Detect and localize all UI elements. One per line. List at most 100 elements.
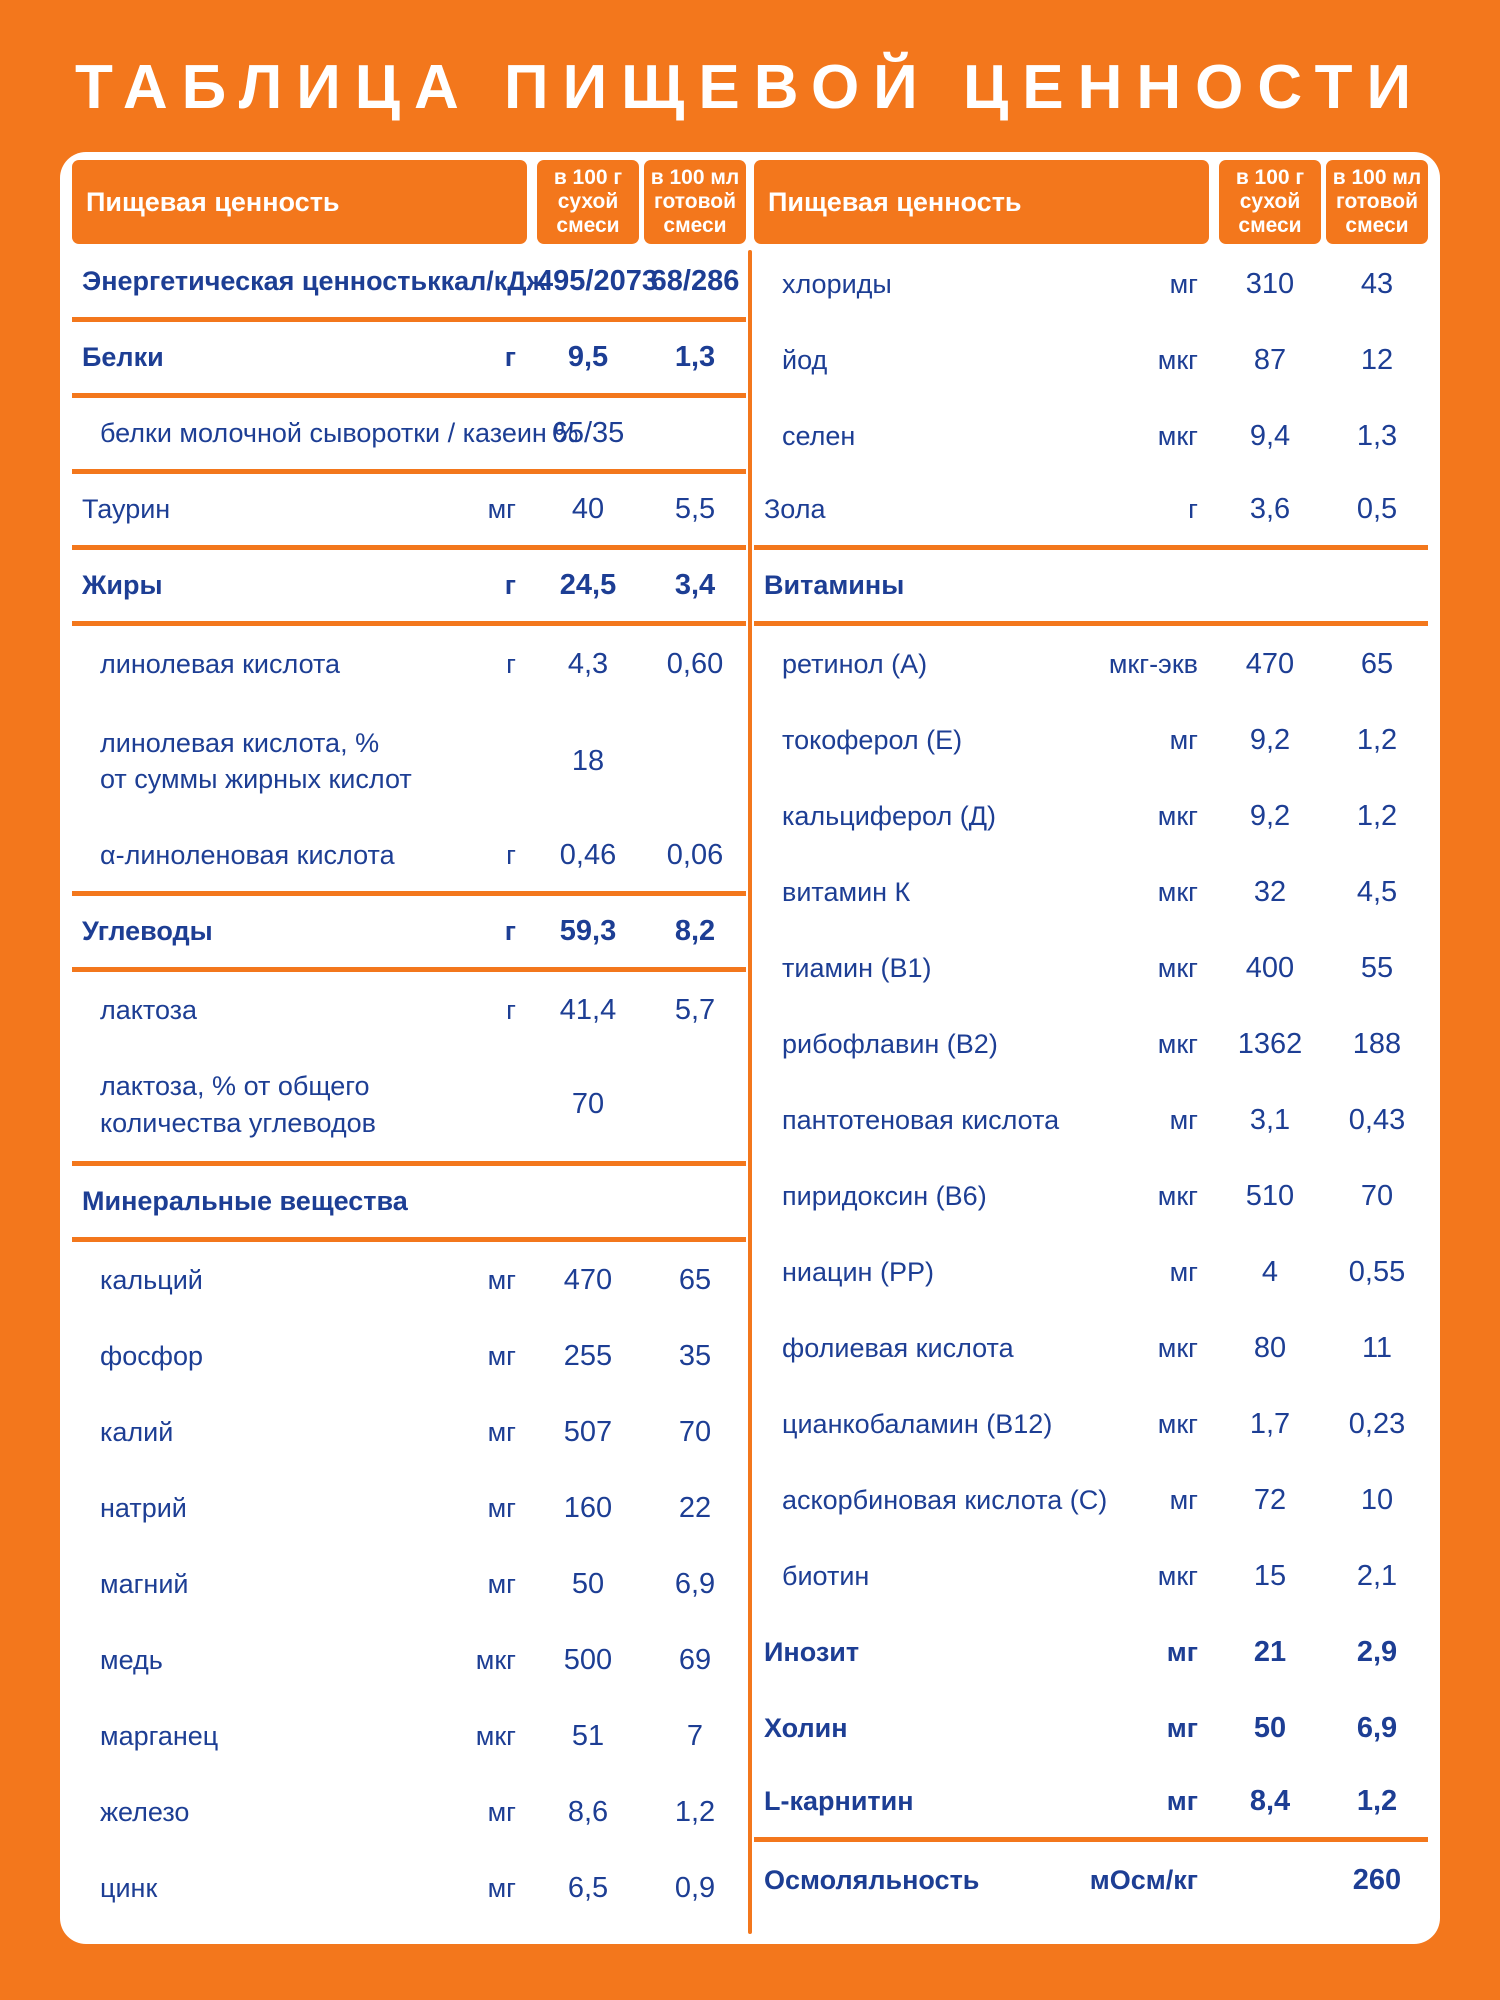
value-per-100g-dry: 4 [1261, 1255, 1279, 1288]
nutrient-unit: г [504, 570, 516, 600]
value-per-100ml-ready: 0,23 [1348, 1407, 1406, 1440]
table-header-right: Пищевая ценность в 100 г сухой смеси в 1… [754, 160, 1428, 244]
row-label-area: Осмоляльность мОсм/кг [754, 1862, 1214, 1898]
table-row: ретинол (А) мкг-экв 470 65 [754, 626, 1428, 702]
value-per-100g-dry: 41,4 [559, 993, 617, 1026]
nutrient-unit: мг [487, 1416, 516, 1447]
value-per-100g-dry: 24,5 [559, 569, 617, 601]
nutrient-unit: мг [487, 494, 516, 524]
row-label-area: α-линоленовая кислота г [72, 837, 532, 873]
value-per-100ml-ready: 7 [686, 1719, 704, 1752]
value-per-100ml-ready: 10 [1360, 1483, 1394, 1516]
nutrient-unit: мкг [475, 1720, 516, 1751]
column-header-per-100g-dry: в 100 г сухой смеси [537, 160, 639, 244]
nutrient-name: рибофлавин (В2) [782, 1028, 998, 1059]
column-header-nutrition: Пищевая ценность [754, 160, 1209, 244]
table-row: линолевая кислота г 4,3 0,60 [72, 626, 746, 702]
nutrient-name: ретинол (А) [782, 648, 928, 679]
value-per-100ml-ready: 188 [1352, 1027, 1402, 1060]
row-label-area: медь мкг [72, 1642, 532, 1678]
nutrient-unit: мг [1169, 1484, 1198, 1515]
nutrient-name: Энергетическая ценность [82, 266, 428, 297]
value-per-100ml-ready: 6,9 [1356, 1711, 1398, 1744]
nutrient-name: Белки [82, 342, 164, 373]
table-row: железо мг 8,6 1,2 [72, 1774, 746, 1850]
table-row: Зола г 3,6 0,5 [754, 474, 1428, 550]
nutrient-name: пиридоксин (В6) [782, 1180, 987, 1211]
value-per-100g-dry: 21 [1253, 1635, 1287, 1668]
row-label-area: железо мг [72, 1794, 532, 1830]
row-label-area: витамин К мкг [754, 874, 1214, 910]
nutrient-name: хлориды [782, 268, 892, 299]
nutrient-name: Холин [764, 1712, 848, 1743]
column-header-per-100ml-ready: в 100 мл готовой смеси [1326, 160, 1428, 244]
nutrient-name: биотин [782, 1560, 870, 1591]
value-per-100g-dry: 9,2 [1249, 723, 1291, 756]
nutrient-name: Витамины [764, 570, 905, 601]
table-divider [748, 250, 752, 1934]
value-per-100g-dry: 70 [571, 1088, 605, 1120]
nutrient-unit: мг [1169, 268, 1198, 299]
table-row: Витамины [754, 550, 1428, 626]
table-row: пиридоксин (В6) мкг 510 70 [754, 1158, 1428, 1234]
value-per-100ml-ready: 5,5 [674, 493, 716, 525]
value-per-100ml-ready: 0,60 [666, 647, 724, 680]
nutrient-name: Таурин [82, 494, 171, 525]
nutrient-name: L-карнитин [764, 1786, 914, 1817]
row-label-area: токоферол (Е) мг [754, 722, 1214, 758]
row-label-area: Углеводы г [72, 913, 532, 949]
nutrient-unit: г [504, 342, 516, 372]
nutrient-unit: мг [487, 1492, 516, 1523]
nutrient-unit: мг [1166, 1636, 1198, 1667]
nutrition-panel: Пищевая ценность в 100 г сухой смеси в 1… [60, 152, 1440, 1944]
value-per-100g-dry: 1,7 [1249, 1407, 1291, 1440]
value-per-100g-dry: 51 [571, 1719, 605, 1752]
table-row: цинк мг 6,5 0,9 [72, 1850, 746, 1926]
table-row: α-линоленовая кислота г 0,46 0,06 [72, 820, 746, 896]
value-per-100ml-ready: 3,4 [674, 569, 716, 601]
row-label-area: Холин мг [754, 1710, 1214, 1746]
nutrient-name: токоферол (Е) [782, 724, 963, 755]
nutrient-name: марганец [100, 1720, 219, 1751]
nutrient-unit: мг [1169, 1104, 1198, 1135]
value-per-100g-dry: 40 [571, 493, 605, 525]
nutrient-name: Углеводы [82, 916, 213, 947]
value-per-100g-dry: 0,46 [559, 839, 617, 871]
value-per-100g-dry: 8,4 [1249, 1785, 1291, 1817]
table-row: линолевая кислота, % от суммы жирных кис… [72, 702, 746, 820]
value-per-100ml-ready: 6,9 [674, 1567, 716, 1600]
row-label-area: белки молочной сыворотки / казеин % [72, 415, 578, 451]
value-per-100g-dry: 18 [571, 744, 605, 777]
table-row: Таурин мг 40 5,5 [72, 474, 746, 550]
table-row: магний мг 50 6,9 [72, 1546, 746, 1622]
nutrient-unit: мг [1169, 724, 1198, 755]
table-row: лактоза г 41,4 5,7 [72, 972, 746, 1048]
value-per-100ml-ready: 11 [1361, 1331, 1393, 1364]
value-per-100ml-ready: 1,3 [674, 341, 716, 373]
value-per-100ml-ready: 0,43 [1348, 1103, 1406, 1136]
value-per-100ml-ready: 0,06 [666, 839, 724, 871]
value-per-100g-dry: 495/2073 [537, 265, 658, 297]
nutrient-unit: г [506, 648, 516, 679]
nutrient-name: пантотеновая кислота [782, 1104, 1060, 1135]
row-label-area: пантотеновая кислота мг [754, 1102, 1214, 1138]
nutrient-name: лактоза, % от общего количества углеводо… [100, 1071, 376, 1138]
nutrient-name: калий [100, 1416, 174, 1447]
value-per-100g-dry: 9,5 [567, 341, 609, 373]
value-per-100ml-ready: 0,9 [674, 1871, 716, 1904]
nutrient-name: магний [100, 1568, 189, 1599]
table-row: медь мкг 500 69 [72, 1622, 746, 1698]
value-per-100g-dry: 59,3 [559, 915, 617, 947]
table-row: кальциферол (Д) мкг 9,2 1,2 [754, 778, 1428, 854]
nutrient-name: Осмоляльность [764, 1864, 980, 1895]
row-label-area: цинк мг [72, 1870, 532, 1906]
nutrient-name: кальций [100, 1264, 203, 1295]
value-per-100ml-ready: 22 [678, 1491, 712, 1524]
value-per-100ml-ready: 69 [678, 1643, 712, 1676]
nutrient-unit: г [504, 916, 516, 946]
value-per-100ml-ready: 68/286 [650, 265, 740, 297]
row-label-area: кальций мг [72, 1262, 532, 1298]
nutrient-name: Минеральные вещества [82, 1186, 408, 1217]
nutrient-unit: мкг [1157, 1560, 1198, 1591]
row-label-area: пиридоксин (В6) мкг [754, 1178, 1214, 1214]
